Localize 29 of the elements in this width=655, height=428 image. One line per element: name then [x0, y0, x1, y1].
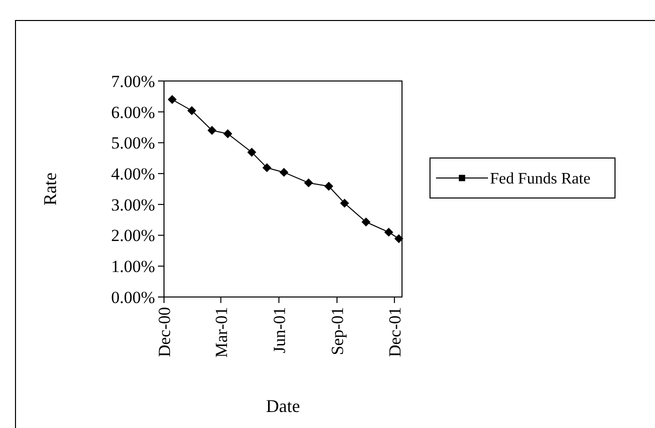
- x-tick-label: Mar-01: [212, 307, 231, 358]
- y-tick-label: 4.00%: [111, 164, 155, 184]
- point: [168, 95, 177, 104]
- y-tick-label: 1.00%: [111, 257, 155, 276]
- x-axis-title: Date: [266, 396, 300, 416]
- y-tick-label: 2.00%: [111, 226, 155, 246]
- point: [324, 182, 334, 191]
- point: [340, 198, 350, 208]
- x-tick-label: Sep-01: [328, 307, 347, 356]
- point: [262, 163, 272, 172]
- y-tick-label: 5.00%: [111, 134, 155, 153]
- x-tick-label: Dec-00: [154, 307, 174, 358]
- point: [247, 148, 256, 157]
- point: [362, 218, 370, 226]
- point: [304, 178, 314, 188]
- point: [223, 129, 232, 138]
- y-tick-label: 0.00%: [111, 288, 155, 307]
- y-tick-label: 6.00%: [111, 102, 155, 122]
- y-tick-label: 3.00%: [111, 195, 155, 214]
- point: [384, 228, 394, 237]
- x-tick-label: Jun-01: [270, 307, 289, 354]
- legend-label: Fed Funds Rate: [490, 170, 590, 188]
- point: [279, 168, 288, 177]
- point: [208, 126, 216, 135]
- y-tick-label: 7.00%: [111, 72, 155, 91]
- point: [187, 106, 196, 116]
- x-tick-label: Dec-01: [385, 307, 404, 358]
- point: [394, 234, 404, 244]
- y-axis-title: Rate: [40, 172, 60, 206]
